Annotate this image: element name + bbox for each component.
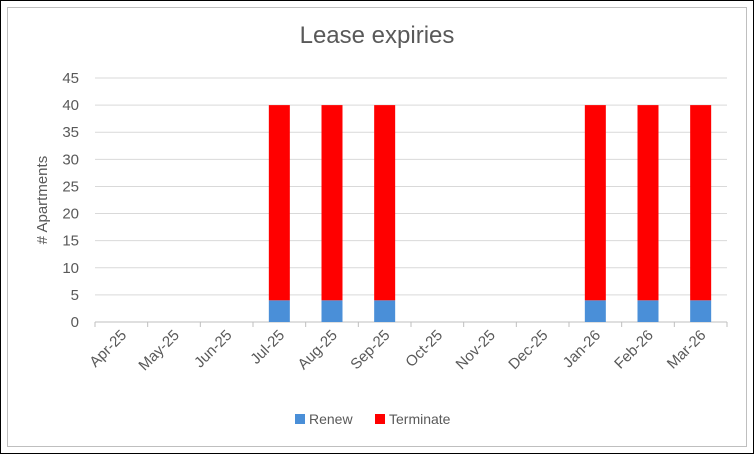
bars (268, 105, 712, 322)
bar-renew (268, 300, 290, 322)
legend-swatch-renew (295, 414, 305, 424)
x-tick-label: May-25 (135, 327, 182, 374)
x-tick-label: Dec-25 (505, 327, 551, 373)
gridlines (95, 77, 727, 323)
bar-renew (321, 300, 343, 322)
bar-renew (584, 300, 606, 322)
x-tick-label: Mar-26 (664, 327, 710, 373)
y-tick-label: 5 (71, 287, 79, 304)
bar-terminate (690, 105, 712, 301)
bar-terminate (321, 105, 343, 301)
y-tick-label: 45 (62, 70, 79, 87)
legend: Renew Terminate (295, 411, 451, 427)
bar-terminate (637, 105, 659, 301)
y-tick-label: 35 (62, 124, 79, 141)
bar-terminate (374, 105, 396, 301)
bar-renew (374, 300, 396, 322)
y-axis-label: # Apartments (34, 156, 51, 244)
legend-swatch-terminate (375, 414, 385, 424)
y-tick-label: 15 (62, 233, 79, 250)
bar-renew (690, 300, 712, 322)
x-axis-ticks: Apr-25 May-25 Jun-25 Jul-25 Aug-25 Sep-25 Oct-… (86, 322, 728, 374)
x-tick-label: Sep-25 (347, 327, 393, 373)
chart-title: Lease expiries (300, 22, 455, 49)
y-tick-label: 30 (62, 151, 79, 168)
x-tick-label: Aug-25 (295, 327, 341, 373)
x-tick-label: Jun-25 (191, 327, 235, 371)
chart-area-border (7, 7, 747, 447)
bar-renew (637, 300, 659, 322)
legend-label-terminate: Terminate (389, 411, 451, 427)
x-tick-label: Feb-26 (611, 327, 657, 373)
y-tick-label: 10 (62, 260, 79, 277)
y-tick-label: 20 (62, 206, 79, 223)
y-tick-label: 40 (62, 97, 79, 114)
y-tick-label: 0 (71, 314, 79, 331)
legend-label-renew: Renew (309, 411, 353, 427)
x-tick-label: Apr-25 (86, 327, 130, 371)
x-tick-label: Nov-25 (453, 327, 499, 373)
x-tick-label: Jan-26 (560, 327, 604, 371)
x-tick-label: Oct-25 (402, 327, 446, 371)
x-tick-label: Jul-25 (247, 327, 288, 368)
bar-terminate (268, 105, 290, 301)
bar-terminate (584, 105, 606, 301)
y-axis-ticks: 0 5 10 15 20 25 30 35 40 45 (62, 70, 79, 331)
y-tick-label: 25 (62, 178, 79, 195)
